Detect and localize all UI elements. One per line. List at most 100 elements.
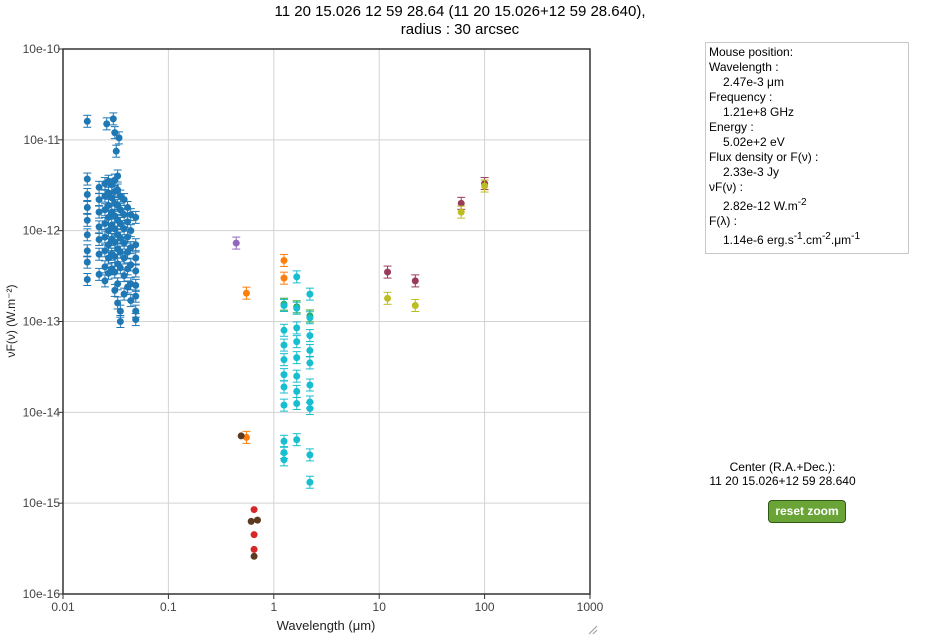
data-point: [132, 241, 140, 249]
data-point: [83, 175, 91, 183]
data-point: [132, 254, 140, 262]
data-point: [306, 405, 314, 413]
vf-value: 2.82e-12 W.m-2: [723, 197, 807, 213]
data-point: [250, 531, 258, 539]
data-point: [280, 383, 288, 391]
data-point: [293, 324, 301, 332]
data-point: [132, 213, 140, 221]
data-point: [280, 274, 288, 282]
data-point: [112, 147, 120, 155]
y-tick-label: 10e-14: [23, 405, 61, 419]
data-point: [83, 247, 91, 255]
data-point: [237, 432, 245, 440]
chart-subtitle: radius : 30 arcsec: [400, 21, 520, 38]
reset-zoom-button[interactable]: reset zoom: [768, 500, 846, 523]
data-point: [306, 290, 314, 298]
x-axis-label: Wavelength (μm): [277, 618, 376, 633]
data-point: [104, 201, 112, 209]
y-tick-label: 10e-16: [23, 587, 61, 601]
data-point: [306, 478, 314, 486]
data-point: [120, 225, 128, 233]
vf-label: νF(ν) :: [709, 180, 743, 194]
x-tick-label: 0.1: [160, 600, 177, 614]
y-tick-label: 10e-15: [23, 496, 61, 510]
data-point: [111, 129, 119, 137]
data-point: [95, 183, 103, 191]
plot-frame: [62, 48, 591, 595]
data-point: [293, 387, 301, 395]
data-point: [132, 267, 140, 275]
data-point: [280, 326, 288, 334]
data-point: [83, 231, 91, 239]
data-point: [293, 436, 301, 444]
x-tick-label: 1000: [577, 600, 604, 614]
data-point: [250, 552, 258, 560]
energy-value: 5.02e+2 eV: [723, 135, 785, 149]
y-axis-label: νF(ν) (W.m⁻²): [4, 285, 18, 358]
data-point: [250, 545, 258, 553]
data-points: [83, 112, 489, 560]
data-point: [247, 517, 255, 525]
data-point: [95, 196, 103, 204]
data-point: [109, 115, 117, 123]
data-point: [280, 401, 288, 409]
data-point: [116, 206, 124, 214]
data-point: [120, 211, 128, 219]
data-point: [95, 208, 103, 216]
axis-ticks: 0.01 0.1 1 10 100 1000 10e-16 10e-15 10e-14 10e-1…: [23, 42, 604, 614]
resize-handle-icon[interactable]: [588, 625, 598, 635]
y-tick-label: 10e-11: [24, 133, 61, 147]
data-point: [103, 120, 111, 128]
y-tick-label: 10e-13: [23, 315, 61, 329]
data-point: [120, 196, 128, 204]
data-point: [384, 268, 392, 276]
data-point: [306, 314, 314, 322]
data-point: [280, 371, 288, 379]
data-point: [95, 250, 103, 258]
flux-density-label: Flux density or F(ν) :: [709, 150, 819, 164]
data-point: [127, 261, 135, 269]
data-point: [132, 316, 140, 324]
chart-title: 11 20 15.026 12 59 28.64 (11 20 15.026+1…: [274, 3, 646, 20]
data-point: [101, 277, 109, 285]
data-point: [116, 219, 124, 227]
data-point: [104, 241, 112, 249]
frequency-label: Frequency :: [709, 90, 773, 104]
data-point: [457, 208, 465, 216]
data-point: [232, 239, 240, 247]
data-point: [293, 338, 301, 346]
data-point: [83, 191, 91, 199]
center-label: Center (R.A.+Dec.):: [729, 460, 836, 474]
data-point: [116, 318, 124, 325]
data-point: [481, 182, 489, 190]
x-tick-label: 100: [475, 600, 495, 614]
data-point: [83, 203, 91, 211]
y-tick-label: 10e-12: [23, 224, 61, 238]
data-point: [132, 307, 140, 315]
data-point: [293, 273, 301, 281]
data-point: [95, 223, 103, 231]
data-point: [411, 277, 419, 285]
data-point: [95, 270, 103, 278]
x-tick-label: 1: [270, 600, 277, 614]
data-point: [242, 289, 250, 297]
flambda-value: 1.14e-6 erg.s-1.cm-2.μm-1: [723, 231, 861, 247]
data-point: [280, 356, 288, 364]
data-point: [116, 234, 124, 242]
data-point: [124, 218, 132, 226]
data-point: [111, 286, 119, 294]
data-point: [83, 216, 91, 224]
data-point: [114, 280, 122, 288]
data-point: [116, 264, 124, 272]
data-point: [116, 307, 124, 315]
data-point: [127, 227, 135, 235]
center-coordinates: 11 20 15.026+12 59 28.640: [709, 474, 856, 488]
x-tick-label: 10: [373, 600, 387, 614]
wavelength-value: 2.47e-3 μm: [723, 75, 784, 89]
data-point: [120, 272, 128, 280]
data-point: [306, 359, 314, 367]
x-tick-label: 0.01: [51, 600, 75, 614]
frequency-value: 1.21e+8 GHz: [723, 105, 795, 119]
data-point: [132, 292, 140, 300]
